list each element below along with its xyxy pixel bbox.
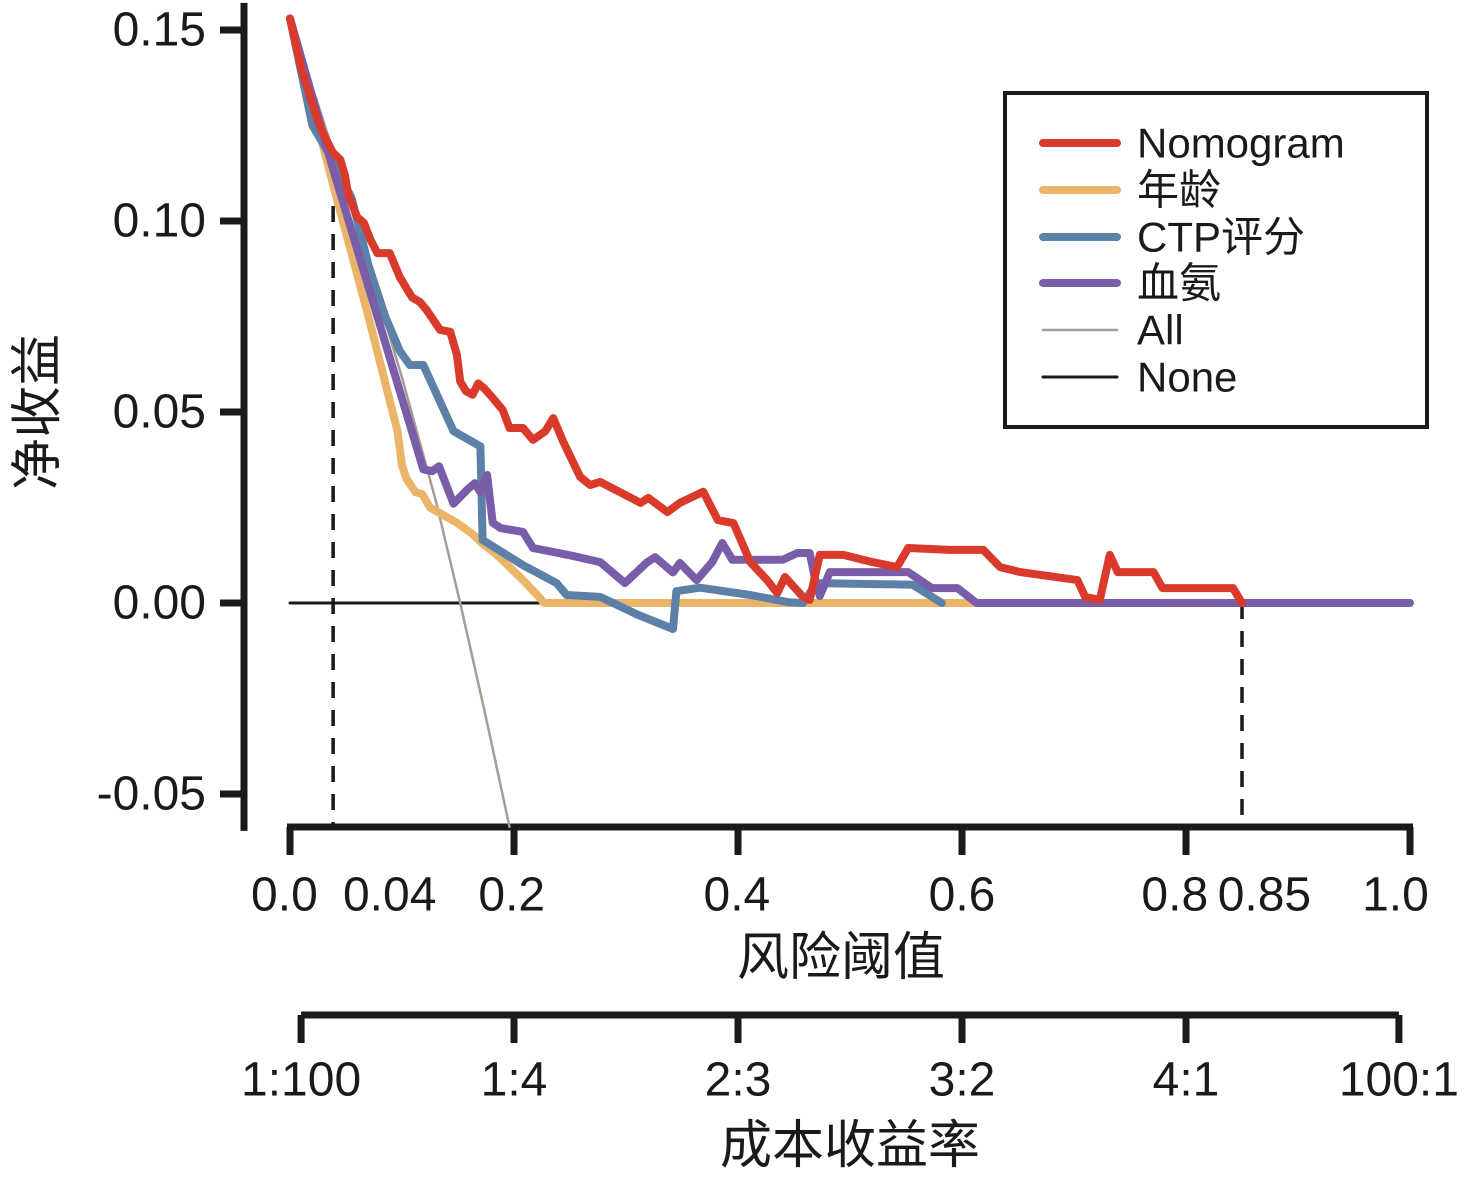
y-tick-label: 0.00 [113,577,206,630]
y-tick-label: -0.05 [97,768,206,821]
x-tick-label: 1.0 [1362,869,1429,922]
series-line-Nomogram [286,14,1246,607]
series-line-血氨 [286,14,1414,607]
x-tick-label: 0.4 [704,869,771,922]
x-tick-label: 0.0 [251,869,318,922]
cost-benefit-axis-title: 成本收益率 [720,1117,980,1175]
legend-label-None: None [1137,354,1237,401]
x-tick-label: 0.85 [1218,869,1311,922]
x-tick-label: 0.8 [1141,869,1208,922]
legend-box [1003,91,1429,429]
series-line-CTP评分 [286,14,946,633]
y-tick-label: 0.05 [113,386,206,439]
cost-benefit-tick-label: 4:1 [1153,1054,1220,1107]
legend-label-CTP评分: CTP评分 [1137,214,1305,261]
x-axis-title: 风险阈值 [737,929,945,987]
cost-benefit-tick-label: 1:4 [481,1054,548,1107]
series-line-年龄 [286,14,1022,607]
cost-benefit-tick-label: 100:1 [1339,1054,1459,1107]
y-tick-label: 0.15 [113,4,206,57]
legend-label-血氨: 血氨 [1137,260,1221,307]
y-axis-title: 净收益 [9,334,67,490]
cost-benefit-tick-label: 1:100 [241,1054,361,1107]
legend-label-年龄: 年龄 [1137,167,1221,214]
legend-label-All: All [1137,307,1184,354]
legend-label-Nomogram: Nomogram [1137,120,1345,167]
y-tick-label: 0.10 [113,195,206,248]
x-tick-label: 0.6 [929,869,996,922]
cost-benefit-tick-label: 3:2 [929,1054,996,1107]
x-tick-label: 0.04 [343,869,436,922]
x-tick-label: 0.2 [478,869,545,922]
cost-benefit-tick-label: 2:3 [705,1054,772,1107]
